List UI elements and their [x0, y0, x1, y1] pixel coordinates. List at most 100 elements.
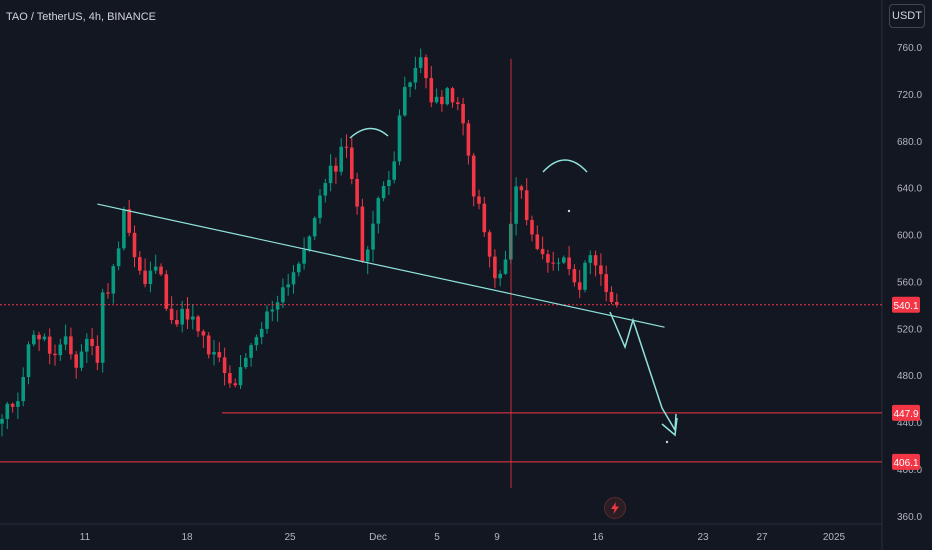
candle-body	[323, 183, 328, 196]
x-tick-label: 25	[284, 532, 296, 543]
candle-body	[604, 274, 608, 292]
candle-body	[85, 338, 89, 352]
currency-unit-button[interactable]: USDT	[889, 4, 925, 28]
candle-body	[572, 269, 577, 283]
candle-body	[180, 308, 184, 325]
candle-body	[153, 266, 158, 271]
price-label-box	[892, 404, 920, 421]
candle-body	[551, 262, 555, 264]
candle-body	[593, 255, 598, 266]
candle-body	[26, 344, 31, 378]
candle-body	[132, 232, 137, 258]
candle-body	[58, 344, 63, 356]
candle-body	[63, 336, 68, 345]
candle-body	[201, 331, 206, 336]
x-tick-label: 2025	[823, 532, 846, 543]
candle-body	[47, 336, 52, 354]
candle-body	[429, 78, 434, 103]
candle-body	[164, 274, 169, 309]
candle-body	[116, 248, 121, 267]
price-label: 447.9	[893, 409, 918, 420]
candle-body	[535, 234, 540, 249]
candle-body	[302, 249, 306, 264]
candle-body	[74, 354, 78, 368]
candle-body	[344, 146, 349, 148]
candle-body	[408, 82, 412, 87]
candle-body	[21, 377, 25, 402]
y-tick-label: 640.0	[897, 184, 922, 195]
candle-body	[530, 219, 534, 235]
candle-body	[397, 115, 402, 162]
candle-body	[191, 316, 195, 320]
candle-body	[185, 308, 190, 320]
candle-body	[32, 334, 36, 345]
candle-body	[450, 88, 455, 103]
candle-body	[212, 352, 216, 355]
candle-body	[0, 418, 4, 424]
candle-body	[259, 328, 264, 338]
candle-body	[387, 179, 391, 187]
candle-body	[53, 353, 57, 356]
candle-body	[206, 335, 211, 355]
candle-body	[546, 254, 550, 263]
right-shoulder-arc	[542, 159, 588, 173]
candle-body	[10, 403, 15, 407]
y-tick-label: 720.0	[897, 90, 922, 101]
y-tick-label: 680.0	[897, 137, 922, 148]
candle-body	[127, 209, 131, 233]
candle-body	[392, 161, 396, 180]
candle-body	[244, 357, 248, 368]
candle-body	[16, 401, 20, 407]
candle-body	[318, 195, 322, 218]
candle-body	[418, 57, 423, 68]
candle-body	[609, 291, 614, 303]
candle-body	[477, 196, 481, 204]
candle-body	[334, 165, 338, 172]
candle-body	[376, 198, 381, 224]
candle-body	[339, 146, 343, 172]
candle-body	[79, 351, 84, 368]
candle-body	[482, 203, 487, 233]
y-tick-label: 560.0	[897, 277, 922, 288]
candle-body	[175, 319, 179, 325]
x-tick-label: Dec	[369, 532, 387, 543]
lightning-icon[interactable]	[604, 497, 626, 519]
candle-body	[90, 338, 94, 346]
annotation-dot	[567, 209, 571, 213]
candle-body	[519, 186, 524, 191]
candle-body	[413, 67, 418, 83]
candle-body	[440, 96, 444, 105]
candle-body	[371, 223, 375, 250]
candle-body	[265, 311, 269, 329]
candle-body	[143, 270, 147, 285]
candle-body	[291, 272, 296, 285]
candle-body	[498, 273, 502, 279]
candle-body	[297, 263, 301, 273]
x-tick-label: 23	[697, 532, 709, 543]
candle-body	[249, 345, 253, 358]
y-tick-label: 440.0	[897, 418, 922, 429]
x-tick-label: 16	[592, 532, 604, 543]
candle-body	[69, 336, 73, 355]
candle-body	[556, 262, 561, 264]
x-tick-label: 9	[494, 532, 500, 543]
candle-body	[307, 236, 312, 250]
candle-body	[540, 248, 545, 255]
price-label: 540.1	[893, 301, 918, 312]
candle-body	[567, 257, 571, 270]
y-tick-label: 760.0	[897, 43, 922, 54]
candle-body	[275, 302, 280, 310]
candle-body	[615, 302, 619, 305]
candle-body	[196, 316, 200, 332]
candle-body	[148, 270, 153, 285]
candle-body	[562, 257, 566, 263]
candle-body	[222, 357, 227, 374]
candle-body	[106, 292, 110, 294]
x-tick-label: 5	[434, 532, 440, 543]
candle-body	[228, 373, 232, 384]
candle-body	[286, 284, 290, 288]
candle-body	[424, 57, 428, 79]
y-tick-label: 400.0	[897, 465, 922, 476]
candle-body	[577, 282, 582, 290]
